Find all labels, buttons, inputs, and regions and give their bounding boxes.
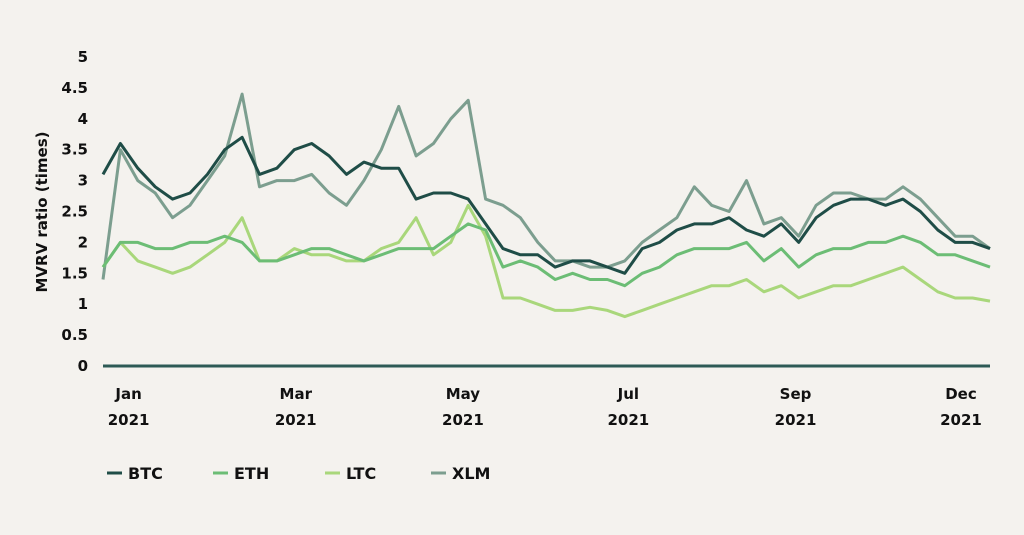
series-lines [101,92,991,319]
y-tick-label: 0.5 [61,326,88,344]
x-tick-year: 2021 [108,411,150,429]
legend: BTC ETH LTC XLM [107,464,490,483]
y-tick-label: 1.5 [61,264,88,282]
x-tick-year: 2021 [940,411,982,429]
y-tick-label: 3 [78,172,88,190]
y-tick-label: 4.5 [61,79,88,97]
legend-label-xlm: XLM [452,464,490,483]
y-tick-label: 5 [78,48,88,66]
x-tick-month: Dec [945,385,977,403]
legend-label-btc: BTC [128,464,163,483]
y-tick-label: 2.5 [61,203,88,221]
x-tick-month: Sep [780,385,812,403]
legend-label-ltc: LTC [346,464,376,483]
series-line-xlm [101,92,991,280]
y-tick-label: 2 [78,233,88,251]
y-tick-label: 3.5 [61,141,88,159]
y-axis-label: MVRV ratio (times) [33,131,51,292]
legend-label-eth: ETH [234,464,269,483]
x-tick-month: Mar [280,385,313,403]
y-tick-label: 4 [78,110,88,128]
x-tick-year: 2021 [775,411,817,429]
y-tick-label: 0 [78,357,88,375]
x-tick-month: Jan [114,385,141,403]
y-axis-ticks: 0 0.5 1 1.5 2 2.5 3 3.5 4 4.5 5 [61,48,88,375]
x-axis-ticks: Jan 2021 Mar 2021 May 2021 Jul 2021 Sep 2021 Dec 20… [108,385,982,429]
x-tick-month: Jul [617,385,639,403]
x-tick-year: 2021 [442,411,484,429]
x-tick-month: May [446,385,481,403]
series-line-eth [101,222,991,288]
y-tick-label: 1 [78,295,88,313]
x-tick-year: 2021 [275,411,317,429]
x-tick-year: 2021 [608,411,650,429]
series-line-ltc [101,203,991,319]
series-line-btc [101,135,991,275]
